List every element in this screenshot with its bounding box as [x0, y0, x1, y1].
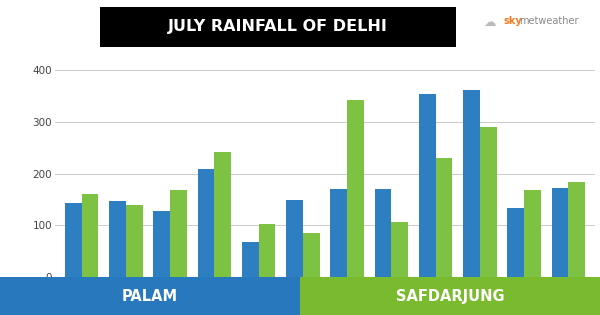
Bar: [480, 127, 497, 277]
Bar: [197, 169, 214, 277]
Text: sky: sky: [504, 16, 523, 26]
Bar: [65, 203, 82, 277]
Bar: [391, 222, 408, 277]
Bar: [568, 182, 585, 277]
Bar: [242, 242, 259, 277]
Bar: [436, 158, 452, 277]
Bar: [214, 152, 231, 277]
Bar: [170, 190, 187, 277]
Bar: [419, 94, 436, 277]
Bar: [126, 205, 143, 277]
Bar: [259, 224, 275, 277]
Bar: [347, 100, 364, 277]
Bar: [463, 89, 480, 277]
Bar: [109, 201, 126, 277]
Bar: [524, 190, 541, 277]
Text: PALAM: PALAM: [122, 289, 178, 304]
Bar: [303, 233, 320, 277]
Bar: [331, 189, 347, 277]
Bar: [82, 194, 98, 277]
Text: SAFDARJUNG: SAFDARJUNG: [395, 289, 505, 304]
Bar: [374, 189, 391, 277]
Bar: [286, 200, 303, 277]
FancyBboxPatch shape: [0, 278, 300, 315]
Bar: [551, 188, 568, 277]
Bar: [153, 211, 170, 277]
Text: JULY RAINFALL OF DELHI: JULY RAINFALL OF DELHI: [168, 20, 388, 35]
Text: ☁: ☁: [483, 16, 496, 29]
FancyBboxPatch shape: [300, 278, 600, 315]
Bar: [508, 208, 524, 277]
Text: metweather: metweather: [519, 16, 578, 26]
